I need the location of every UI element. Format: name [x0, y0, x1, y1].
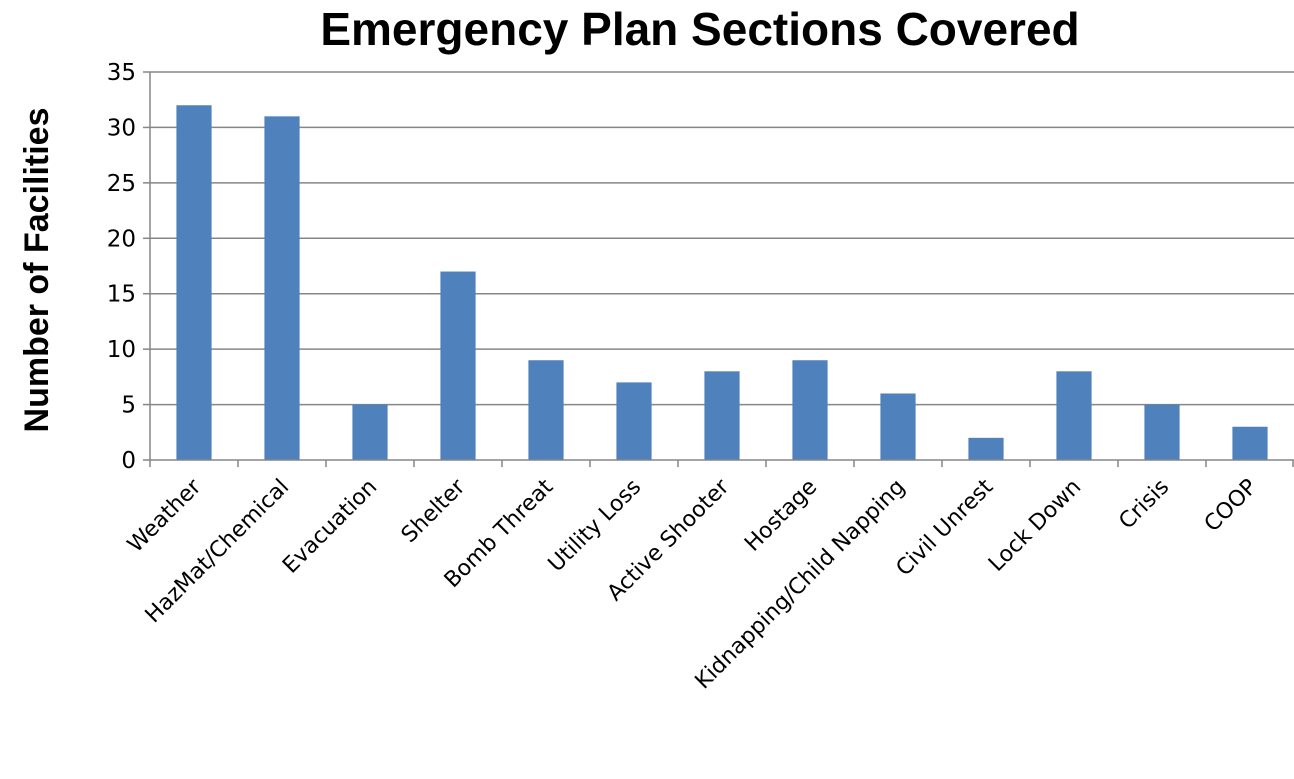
bar-crisis: [1144, 404, 1180, 460]
x-tick-label: HazMat/Chemical: [141, 475, 295, 629]
x-tick-label: COOP: [1200, 475, 1262, 537]
bar-evacuation: [352, 404, 388, 460]
x-tick-label: Lock Down: [984, 475, 1086, 577]
bar-shelter: [440, 271, 476, 460]
y-tick-label: 30: [107, 115, 136, 141]
bar-kidnapping-child-napping: [880, 393, 916, 460]
y-tick-label: 35: [107, 60, 136, 86]
y-tick-label: 0: [121, 448, 136, 474]
x-tick-label: Evacuation: [278, 475, 382, 579]
bar-bomb-threat: [528, 360, 564, 460]
bars: [176, 105, 1268, 460]
x-tick-label: Weather: [123, 474, 207, 558]
y-tick-label: 10: [107, 337, 136, 363]
gridlines: [150, 71, 1294, 406]
y-tick-label: 25: [107, 171, 136, 197]
bar-civil-unrest: [968, 437, 1004, 460]
chart-title: Emergency Plan Sections Covered: [320, 3, 1079, 55]
bar-utility-loss: [616, 382, 652, 460]
y-tick-label: 20: [107, 226, 136, 252]
bar-hostage: [792, 360, 828, 460]
y-axis-label: Number of Facilities: [18, 108, 56, 433]
x-tick-label: Crisis: [1114, 475, 1174, 535]
bar-hazmat-chemical: [264, 116, 300, 460]
bar-weather: [176, 105, 212, 460]
y-tick-label: 5: [121, 393, 136, 419]
bar-lock-down: [1056, 371, 1092, 460]
x-tick-label: Shelter: [397, 474, 471, 548]
bar-coop: [1232, 426, 1268, 460]
x-tick-label: Hostage: [740, 475, 822, 557]
axes: [143, 71, 1294, 467]
bar-active-shooter: [704, 371, 740, 460]
y-tick-labels: 0 5 10 15 20 25 30 35: [107, 60, 136, 474]
y-tick-label: 15: [107, 282, 136, 308]
